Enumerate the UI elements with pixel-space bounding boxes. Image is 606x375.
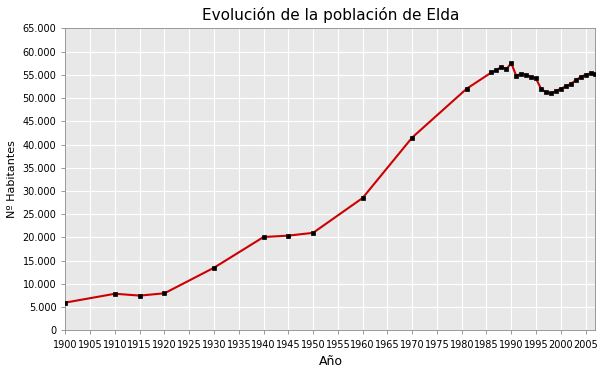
- Y-axis label: Nº Habitantes: Nº Habitantes: [7, 140, 17, 218]
- Title: Evolución de la población de Elda: Evolución de la población de Elda: [202, 7, 459, 23]
- X-axis label: Año: Año: [318, 355, 342, 368]
